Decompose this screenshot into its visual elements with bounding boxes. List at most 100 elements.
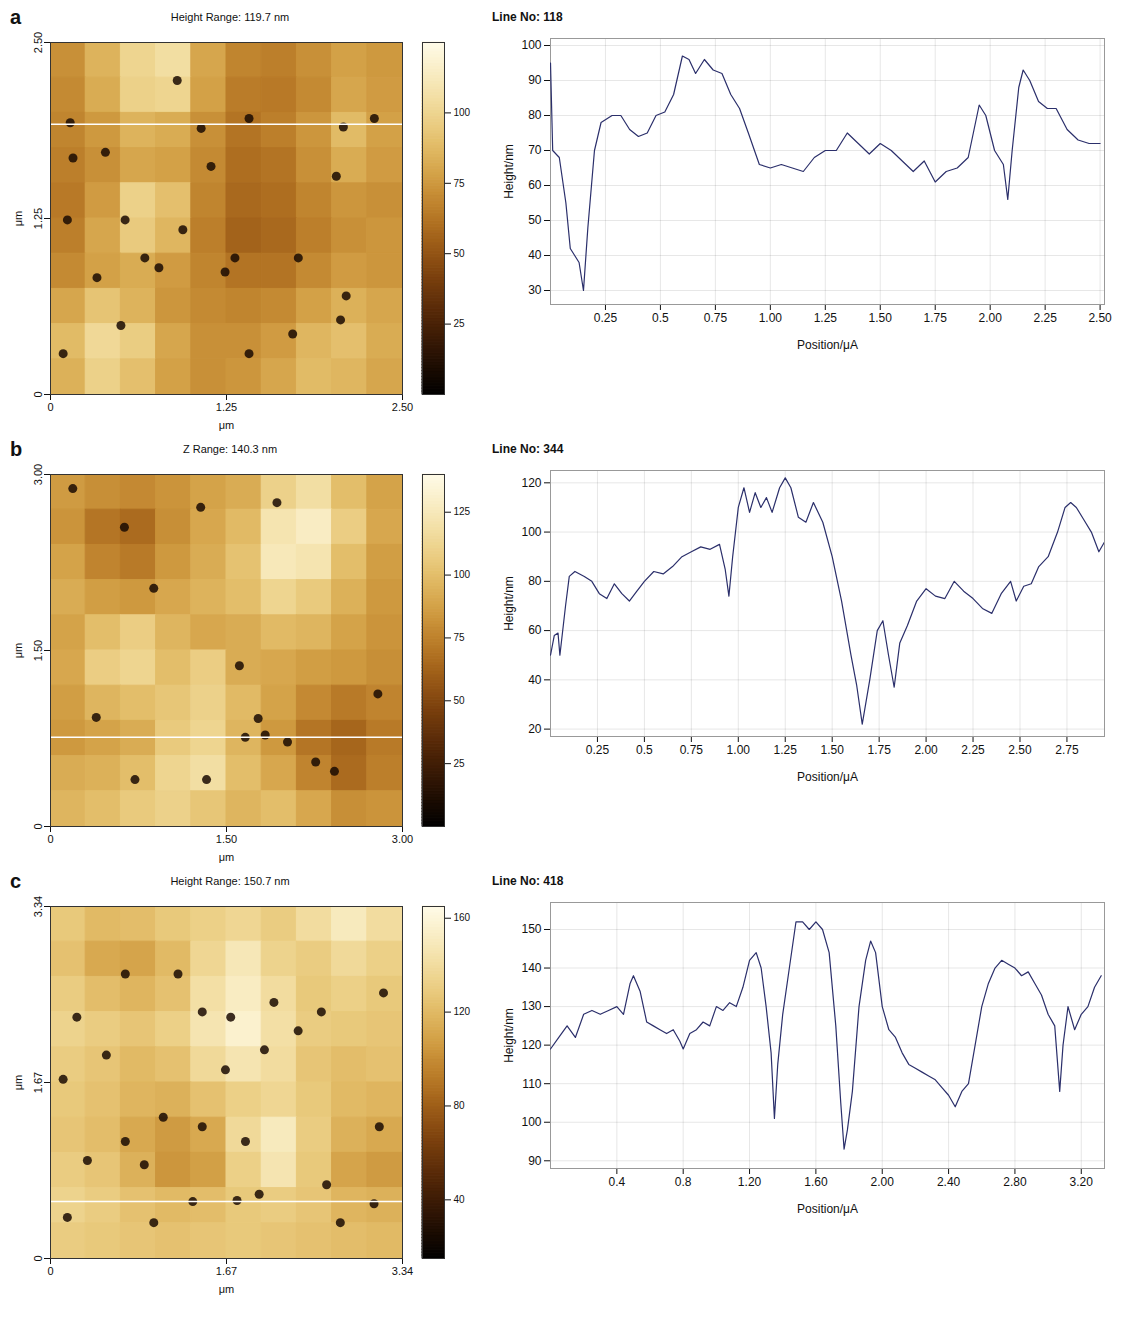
svg-text:2.50: 2.50 — [1088, 311, 1112, 325]
svg-text:100: 100 — [454, 569, 471, 580]
svg-text:2.75: 2.75 — [1055, 743, 1079, 757]
svg-text:2.80: 2.80 — [1003, 1175, 1027, 1189]
svg-text:μm: μm — [219, 1283, 235, 1295]
svg-text:1.20: 1.20 — [738, 1175, 762, 1189]
svg-text:3.00: 3.00 — [32, 464, 44, 485]
svg-text:60: 60 — [528, 623, 542, 637]
svg-text:0: 0 — [47, 1265, 53, 1277]
svg-text:2.00: 2.00 — [871, 1175, 895, 1189]
svg-text:0.25: 0.25 — [594, 311, 618, 325]
svg-text:50: 50 — [528, 213, 542, 227]
svg-text:1.75: 1.75 — [867, 743, 891, 757]
html-text:Height Range: 119.7 nm: Height Range: 119.7 nm — [170, 11, 290, 23]
html-text:a: a — [10, 5, 22, 28]
html-text:b: b — [10, 437, 23, 460]
svg-text:2.00: 2.00 — [979, 311, 1003, 325]
svg-text:0: 0 — [32, 391, 44, 397]
svg-text:μm: μm — [12, 1075, 24, 1091]
svg-text:25: 25 — [454, 758, 466, 769]
html-text:Line No: 418: Line No: 418 — [492, 874, 564, 888]
svg-text:80: 80 — [528, 108, 542, 122]
svg-text:Height/nm: Height/nm — [502, 144, 516, 199]
svg-text:μm: μm — [219, 851, 235, 863]
svg-text:1.67: 1.67 — [32, 1072, 44, 1093]
svg-text:100: 100 — [454, 107, 471, 118]
svg-text:1.50: 1.50 — [32, 640, 44, 661]
svg-text:1.00: 1.00 — [727, 743, 751, 757]
svg-text:110: 110 — [522, 1077, 541, 1091]
svg-text:50: 50 — [454, 248, 466, 259]
svg-text:0: 0 — [32, 1255, 44, 1261]
svg-text:1.25: 1.25 — [774, 743, 798, 757]
svg-text:Height/nm: Height/nm — [502, 576, 516, 631]
svg-text:120: 120 — [521, 1038, 541, 1052]
svg-text:0.75: 0.75 — [680, 743, 704, 757]
svg-text:0.4: 0.4 — [609, 1175, 626, 1189]
svg-text:2.40: 2.40 — [937, 1175, 961, 1189]
svg-text:120: 120 — [454, 1006, 471, 1017]
svg-text:2.25: 2.25 — [1033, 311, 1057, 325]
svg-text:0: 0 — [32, 823, 44, 829]
svg-text:1.67: 1.67 — [216, 1265, 237, 1277]
svg-text:40: 40 — [454, 1194, 466, 1205]
svg-text:0.5: 0.5 — [636, 743, 653, 757]
svg-text:125: 125 — [454, 506, 471, 517]
svg-text:0.8: 0.8 — [675, 1175, 692, 1189]
svg-text:100: 100 — [521, 38, 541, 52]
svg-text:1.00: 1.00 — [759, 311, 783, 325]
svg-text:20: 20 — [528, 722, 542, 736]
svg-text:100: 100 — [521, 1115, 541, 1129]
svg-text:130: 130 — [521, 999, 541, 1013]
svg-text:160: 160 — [454, 912, 471, 923]
svg-text:0.25: 0.25 — [586, 743, 610, 757]
svg-text:100: 100 — [521, 525, 541, 539]
svg-text:0: 0 — [47, 401, 53, 413]
svg-text:150: 150 — [521, 922, 541, 936]
svg-text:3.34: 3.34 — [392, 1265, 413, 1277]
svg-text:2.50: 2.50 — [32, 32, 44, 53]
svg-text:30: 30 — [528, 283, 542, 297]
svg-text:2.50: 2.50 — [392, 401, 413, 413]
svg-text:3.34: 3.34 — [32, 896, 44, 917]
svg-text:1.25: 1.25 — [216, 401, 237, 413]
svg-text:70: 70 — [528, 143, 542, 157]
svg-text:25: 25 — [454, 318, 466, 329]
svg-text:Position/μA: Position/μA — [797, 338, 858, 352]
svg-text:2.00: 2.00 — [914, 743, 938, 757]
svg-text:0.75: 0.75 — [704, 311, 728, 325]
svg-text:50: 50 — [454, 695, 466, 706]
svg-text:1.25: 1.25 — [814, 311, 838, 325]
svg-text:90: 90 — [528, 1154, 542, 1168]
svg-text:3.20: 3.20 — [1070, 1175, 1094, 1189]
svg-text:1.60: 1.60 — [804, 1175, 828, 1189]
svg-text:3.00: 3.00 — [392, 833, 413, 845]
svg-text:0: 0 — [47, 833, 53, 845]
svg-text:μm: μm — [12, 643, 24, 659]
svg-text:120: 120 — [521, 476, 541, 490]
svg-text:60: 60 — [528, 178, 542, 192]
svg-text:90: 90 — [528, 73, 542, 87]
svg-text:1.75: 1.75 — [924, 311, 948, 325]
html-text:Line No: 344: Line No: 344 — [492, 442, 564, 456]
svg-text:1.50: 1.50 — [869, 311, 893, 325]
svg-text:2.50: 2.50 — [1008, 743, 1032, 757]
svg-text:μm: μm — [219, 419, 235, 431]
svg-text:Position/μA: Position/μA — [797, 1202, 858, 1216]
svg-text:Position/μA: Position/μA — [797, 770, 858, 784]
svg-text:1.50: 1.50 — [821, 743, 845, 757]
svg-text:80: 80 — [454, 1100, 466, 1111]
svg-text:μm: μm — [12, 211, 24, 227]
svg-text:80: 80 — [528, 574, 542, 588]
svg-text:0.5: 0.5 — [652, 311, 669, 325]
svg-text:75: 75 — [454, 632, 466, 643]
html-text:Z Range: 140.3 nm: Z Range: 140.3 nm — [182, 443, 278, 455]
svg-text:1.25: 1.25 — [32, 208, 44, 229]
svg-text:1.50: 1.50 — [216, 833, 237, 845]
svg-text:40: 40 — [528, 673, 542, 687]
svg-text:Height/nm: Height/nm — [502, 1008, 516, 1063]
html-text:Line No: 118: Line No: 118 — [492, 10, 563, 24]
svg-text:140: 140 — [521, 961, 541, 975]
svg-text:40: 40 — [528, 248, 542, 262]
svg-text:75: 75 — [454, 178, 466, 189]
svg-text:2.25: 2.25 — [961, 743, 985, 757]
